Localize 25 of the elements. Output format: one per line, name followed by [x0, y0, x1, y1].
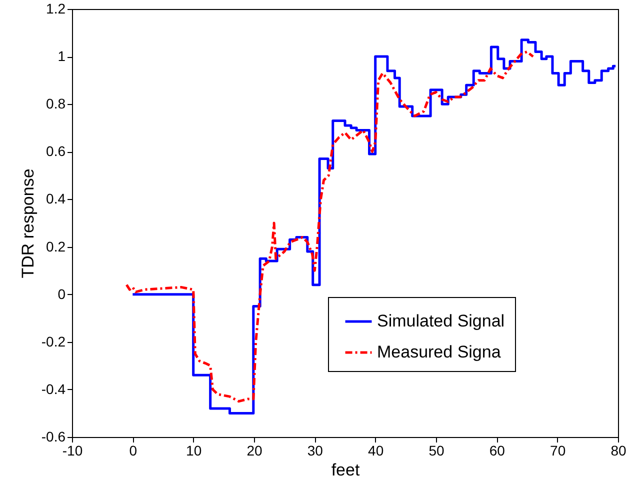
- x-tick-label: 10: [186, 442, 202, 458]
- y-tick-label: -0.4: [41, 380, 66, 397]
- x-tick-label: -10: [62, 442, 83, 458]
- x-tick-label: 60: [489, 442, 506, 458]
- y-tick-label: 0: [58, 286, 66, 302]
- x-axis-title: feet: [331, 460, 360, 480]
- legend-label: Measured Signa: [377, 342, 502, 362]
- y-tick-label: -0.2: [41, 333, 66, 350]
- x-tick-label: 0: [129, 442, 138, 458]
- y-tick-label: 0.2: [46, 238, 66, 254]
- x-tick-label: 50: [428, 442, 444, 458]
- y-tick-label: 0.8: [46, 96, 66, 112]
- x-tick-label: 70: [550, 442, 566, 458]
- x-tick-label: 20: [246, 442, 262, 458]
- y-tick-label: 0.4: [46, 190, 66, 207]
- x-tick-label: 40: [368, 442, 384, 458]
- y-tick-label: 1.2: [46, 0, 66, 16]
- x-tick-label: 30: [307, 442, 324, 458]
- y-axis-title: TDR response: [18, 168, 38, 278]
- y-tick-label: 1: [58, 48, 66, 64]
- legend-label: Simulated Signal: [377, 312, 505, 330]
- x-tick-label: 80: [610, 442, 626, 458]
- line-series: [125, 50, 534, 403]
- y-tick-label: -0.6: [41, 428, 66, 444]
- y-tick-label: 0.6: [46, 143, 66, 160]
